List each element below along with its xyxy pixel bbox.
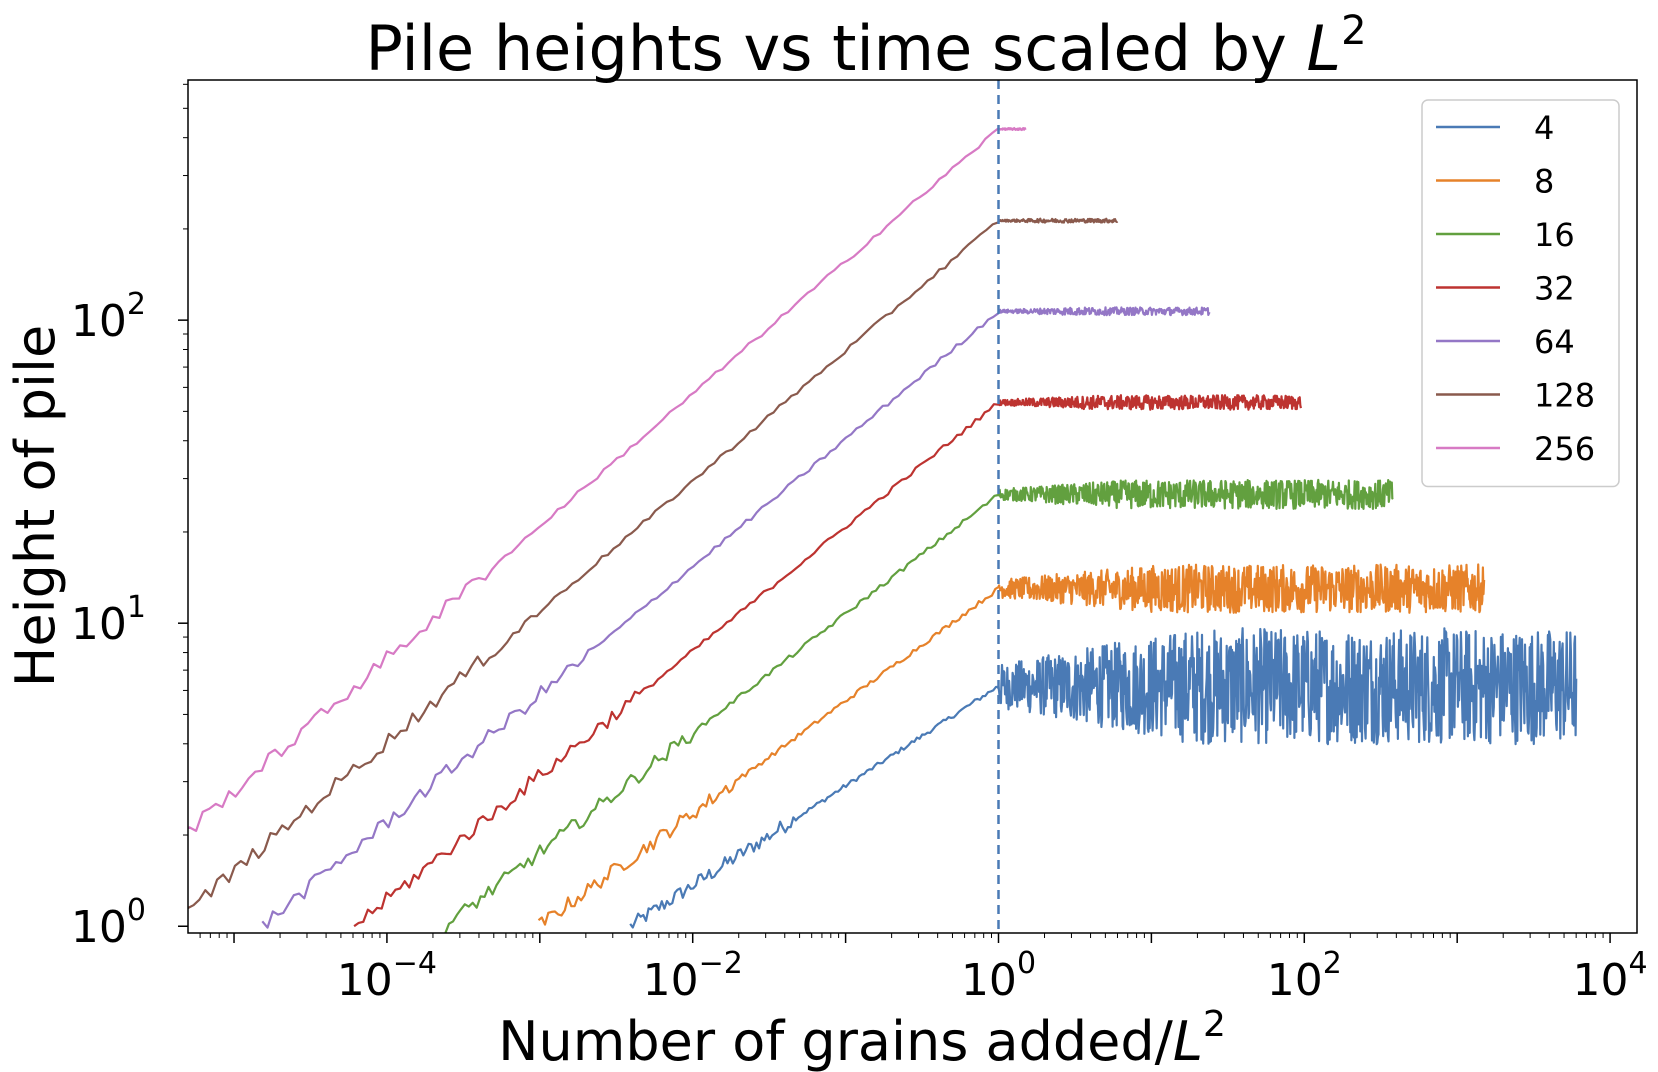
y-tick-label: 102 [71, 287, 146, 347]
x-axis-label-sup: 2 [1203, 1004, 1226, 1045]
x-tick-base: 10 [1573, 955, 1629, 1006]
chart-title-var: L [1307, 12, 1342, 85]
chart-title-sup: 2 [1341, 8, 1366, 54]
x-tick-label: 102 [1267, 946, 1342, 1006]
legend-label-16: 16 [1534, 216, 1575, 254]
x-tick-exp: −2 [699, 946, 743, 981]
series-line-256 [188, 127, 1027, 832]
x-tick-base: 10 [337, 955, 393, 1006]
legend-label-4: 4 [1534, 109, 1554, 147]
y-tick-label: 101 [71, 590, 146, 650]
series-line-8 [537, 563, 1486, 926]
x-tick-exp: 0 [1017, 946, 1036, 981]
series-line-4 [629, 627, 1578, 929]
series-group [188, 127, 1578, 933]
legend-label-8: 8 [1534, 163, 1554, 201]
x-tick-label: 100 [961, 946, 1036, 1006]
chart-title: Pile heights vs time scaled by L2 [365, 8, 1366, 85]
y-axis-label: Height of pile [4, 325, 67, 687]
series-line-64 [261, 306, 1211, 929]
x-axis-label-main: Number of grains added/ [498, 1010, 1174, 1072]
x-tick-base: 10 [1267, 955, 1323, 1006]
legend-label-128: 128 [1534, 377, 1595, 415]
y-tick-exp: 1 [127, 590, 146, 625]
legend-label-256: 256 [1534, 430, 1595, 468]
legend-box [1421, 99, 1620, 488]
y-tick-exp: 0 [127, 893, 146, 928]
y-tick-base: 10 [71, 296, 127, 347]
x-tick-label: 104 [1573, 946, 1648, 1006]
chart-title-main: Pile heights vs time scaled by [365, 12, 1306, 85]
plot-frame [187, 79, 1638, 934]
series-line-128 [188, 217, 1119, 911]
x-tick-base: 10 [643, 955, 699, 1006]
y-tick-exp: 2 [127, 287, 146, 322]
x-tick-exp: −4 [393, 946, 437, 981]
y-tick-label: 100 [71, 893, 146, 953]
y-tick-base: 10 [71, 599, 127, 650]
legend-label-64: 64 [1534, 323, 1575, 361]
legend: 4 8 16 32 64 128 256 [1421, 99, 1620, 488]
x-tick-label: 10−4 [337, 946, 437, 1006]
y-tick-base: 10 [71, 902, 127, 953]
x-tick-base: 10 [961, 955, 1017, 1006]
x-axis-label-var: L [1173, 1010, 1203, 1072]
x-tick-exp: 2 [1323, 946, 1342, 981]
series-line-16 [444, 478, 1394, 933]
x-tick-label: 10−2 [643, 946, 743, 1006]
legend-label-32: 32 [1534, 270, 1575, 308]
x-tick-exp: 4 [1629, 946, 1648, 981]
x-axis-label: Number of grains added/L2 [498, 1004, 1226, 1072]
series-line-32 [353, 394, 1302, 928]
